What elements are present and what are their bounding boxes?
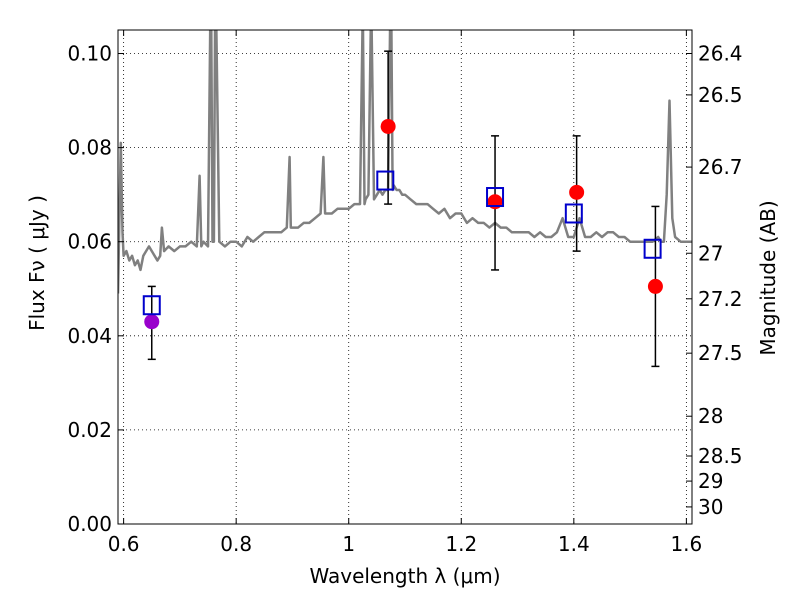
y-axis-label: Flux Fν ( μJy ) — [25, 195, 49, 331]
model-point — [486, 187, 505, 208]
observed-point — [647, 278, 663, 294]
model-point — [142, 295, 161, 316]
spectrum-layer — [118, 30, 692, 294]
magnitude-tick-label: 26.5 — [698, 83, 743, 107]
x-axis-ticks: 0.6 0.8 1 1.2 1.4 1.6 — [108, 30, 702, 556]
y-tick-label: 0.08 — [67, 136, 112, 160]
spectrum-line — [118, 30, 692, 294]
plot-frame — [117, 29, 693, 525]
y-tick-label: 0.00 — [67, 512, 112, 536]
model-point — [564, 203, 583, 224]
magnitude-tick-label: 30 — [698, 495, 723, 519]
y-tick-label: 0.06 — [67, 230, 112, 254]
magnitude-tick-label: 26.4 — [698, 41, 743, 65]
x-axis-label: Wavelength λ (μm) — [309, 564, 500, 588]
magnitude-tick-label: 26.7 — [698, 155, 743, 179]
magnitude-axis-label: Magnitude (AB) — [756, 200, 780, 355]
x-tick-label: 0.6 — [108, 532, 140, 556]
y-axis-ticks: 0.00 0.02 0.04 0.06 0.08 0.10 — [67, 42, 124, 536]
x-tick-label: 0.8 — [220, 532, 252, 556]
x-tick-label: 1 — [342, 532, 355, 556]
observed-point — [380, 118, 396, 134]
plot-background — [118, 30, 692, 524]
x-tick-label: 1.2 — [445, 532, 477, 556]
magnitude-tick-label: 28 — [698, 404, 723, 428]
plot-area — [118, 30, 692, 368]
magnitude-tick-label: 27.5 — [698, 341, 743, 365]
y-tick-label: 0.04 — [67, 324, 112, 348]
magnitude-tick-label: 29 — [698, 469, 723, 493]
magnitude-tick-label: 27.2 — [698, 287, 743, 311]
model-point — [376, 170, 395, 191]
y-tick-label: 0.10 — [67, 42, 112, 66]
x-tick-label: 1.4 — [558, 532, 590, 556]
observed-point — [569, 184, 585, 200]
observed-point — [144, 314, 160, 330]
magnitude-tick-label: 28.5 — [698, 444, 743, 468]
model-point — [643, 238, 662, 259]
magnitude-tick-label: 27 — [698, 241, 723, 265]
model-points-layer — [142, 170, 662, 316]
y-tick-label: 0.02 — [67, 418, 112, 442]
x-tick-label: 1.6 — [670, 532, 702, 556]
